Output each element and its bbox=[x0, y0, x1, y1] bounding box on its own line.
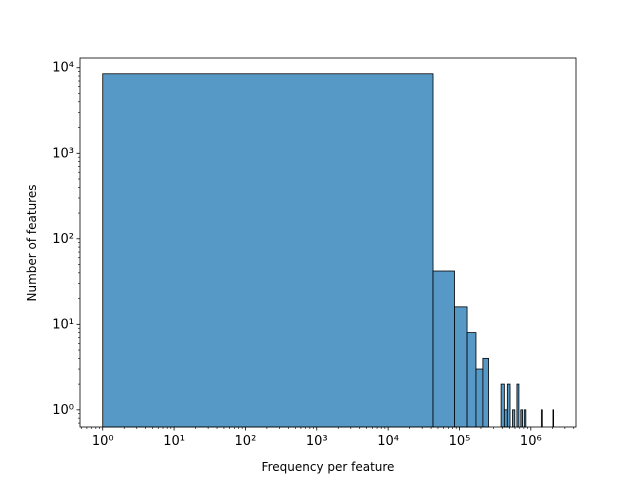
y-tick-label: 10¹ bbox=[52, 317, 74, 332]
x-axis-label: Frequency per feature bbox=[262, 460, 395, 474]
y-tick-label: 10⁰ bbox=[52, 403, 74, 418]
bar bbox=[523, 409, 527, 428]
y-tick-label: 10⁴ bbox=[52, 61, 74, 76]
x-tick-label: 10⁵ bbox=[449, 434, 471, 449]
bar bbox=[503, 409, 508, 428]
bar bbox=[512, 409, 516, 428]
bar bbox=[475, 368, 484, 428]
x-tick-label: 10¹ bbox=[163, 434, 185, 449]
bar bbox=[500, 383, 505, 428]
axes-frame bbox=[79, 57, 577, 428]
bar bbox=[520, 409, 523, 428]
bar bbox=[516, 383, 520, 428]
x-tick-label: 10³ bbox=[306, 434, 328, 449]
bar bbox=[466, 332, 477, 428]
x-tick-label: 10⁴ bbox=[377, 434, 399, 449]
bar bbox=[540, 409, 543, 428]
y-tick-label: 10² bbox=[52, 232, 74, 247]
x-tick-label: 10⁰ bbox=[92, 434, 114, 449]
bar bbox=[552, 409, 555, 428]
y-tick-label: 10³ bbox=[52, 146, 74, 161]
bar bbox=[454, 306, 468, 428]
x-tick-label: 10² bbox=[235, 434, 257, 449]
bar bbox=[102, 73, 434, 428]
bar bbox=[432, 270, 455, 428]
y-axis-label: Number of features bbox=[25, 185, 39, 302]
bar bbox=[482, 357, 489, 428]
x-tick-label: 10⁶ bbox=[520, 434, 542, 449]
bar bbox=[506, 383, 511, 428]
